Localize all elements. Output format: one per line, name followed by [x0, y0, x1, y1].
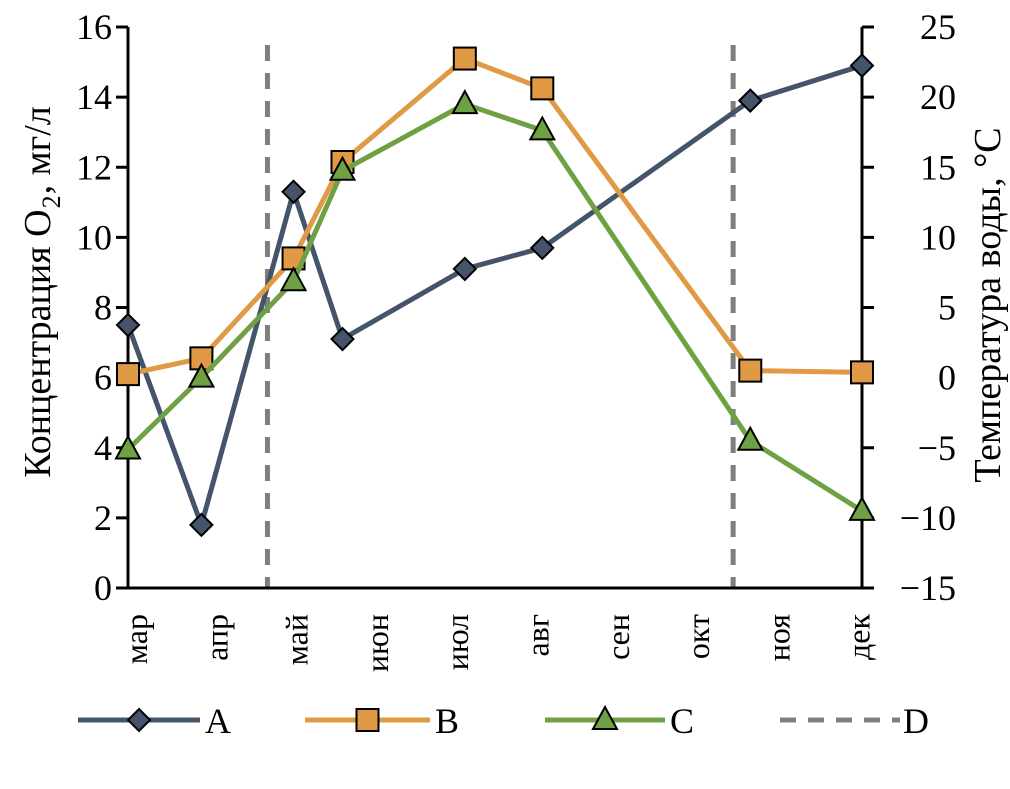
- y2-tick-label: 0: [938, 358, 956, 398]
- x-tick-label: сен: [600, 614, 636, 660]
- series-line-A: [125, 63, 863, 534]
- series-line-C: [126, 101, 864, 513]
- triangle-marker: [591, 704, 619, 730]
- legend-label-C: C: [670, 701, 694, 741]
- axes: [116, 25, 874, 590]
- legend-label-A: A: [205, 701, 231, 741]
- y-axis-title-subscript: 2: [37, 195, 66, 208]
- square-marker: [452, 46, 477, 71]
- y-tick-label: 8: [94, 288, 112, 328]
- x-tick-label: авг: [520, 614, 556, 656]
- y2-tick-label: 20: [920, 77, 956, 117]
- triangle-marker: [736, 425, 764, 451]
- x-tick-label: июл: [439, 614, 475, 670]
- x-tick-label: окт: [680, 614, 716, 659]
- triangle-marker: [279, 266, 308, 292]
- series-group: [114, 46, 876, 538]
- series-line-B: [127, 55, 863, 377]
- series-A: [115, 53, 875, 538]
- legend: A B C D: [78, 701, 929, 741]
- y2-tick-label: 10: [920, 217, 956, 257]
- diamond-marker: [529, 235, 555, 261]
- triangle-marker: [848, 495, 876, 521]
- y-tick-label: 4: [94, 428, 112, 468]
- y-tick-label: 14: [76, 77, 112, 117]
- y-tick-label: 6: [94, 358, 112, 398]
- triangle-marker: [528, 115, 556, 141]
- diamond-marker: [330, 326, 355, 352]
- diamond-marker: [115, 312, 141, 338]
- diamond-marker: [849, 53, 875, 78]
- diamond-marker: [737, 88, 763, 114]
- legend-label-D: D: [903, 701, 929, 741]
- diamond-marker: [126, 707, 152, 733]
- y-tick-label: 0: [94, 568, 112, 608]
- square-marker: [355, 708, 380, 732]
- y-tick-label: 12: [76, 147, 112, 187]
- triangle-marker: [114, 434, 142, 460]
- y2-tick-label: −10: [900, 498, 956, 538]
- diamond-marker: [281, 179, 306, 205]
- triangle-marker: [451, 89, 479, 115]
- x-tick-label: июн: [359, 614, 395, 672]
- y2-axis-title: Температура воды, °C: [967, 127, 1009, 482]
- square-marker: [850, 360, 874, 385]
- y2-tick-label: −5: [918, 428, 956, 468]
- tick-labels: 0 2 4 6 8 10 12 14 16 −15 −10 −5 0 5 10 15 20 25 мар апр май…: [76, 7, 956, 672]
- y-tick-label: 16: [76, 7, 112, 47]
- x-tick-label: ноя: [760, 614, 796, 662]
- y-tick-label: 10: [76, 217, 112, 257]
- y2-tick-label: 25: [920, 7, 956, 47]
- y2-tick-label: −15: [900, 568, 956, 608]
- square-marker: [530, 76, 555, 101]
- y-tick-label: 2: [94, 498, 112, 538]
- triangle-marker: [328, 155, 357, 181]
- legend-label-B: B: [435, 701, 459, 741]
- vertical-dashed-lines-D: [264, 45, 736, 588]
- triangle-marker: [187, 362, 216, 388]
- square-marker: [738, 358, 763, 383]
- y2-tick-label: 5: [938, 288, 956, 328]
- x-tick-label: апр: [198, 614, 234, 661]
- series-C: [114, 89, 876, 521]
- x-tick-label: май: [279, 614, 315, 665]
- y2-tick-label: 15: [920, 147, 956, 187]
- x-tick-label: дек: [841, 614, 877, 660]
- y-axis-title: Концентрация O 2 , мг/л: [17, 106, 66, 478]
- y-axis-title-main: Концентрация O: [17, 209, 59, 477]
- x-tick-label: мар: [118, 614, 154, 664]
- diamond-marker: [452, 256, 478, 282]
- y-axis-title-rest: , мг/л: [17, 106, 59, 194]
- diamond-marker: [188, 512, 214, 538]
- square-marker: [116, 362, 140, 387]
